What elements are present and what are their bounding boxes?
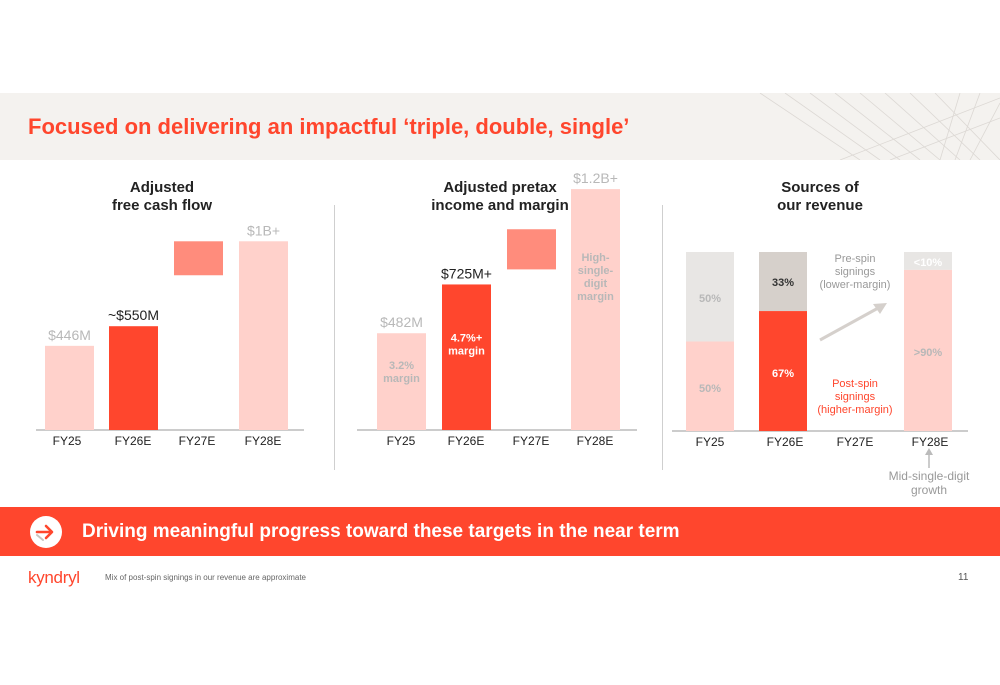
data-label: $482M [380,314,423,330]
panel-divider [662,205,663,470]
growth-arrow-head [873,303,887,314]
bar-inner-label: margin [383,373,420,385]
bar-inner-label: High- [581,252,609,264]
panel-title-line: Adjusted [129,179,195,196]
annotation-growth: growth [911,483,947,497]
x-tick-label: FY26E [448,434,485,448]
annotation-post-spin: (higher-margin) [817,404,892,416]
x-tick-label: FY25 [696,435,725,449]
panel-title-pretax-income: Adjusted pretax income and margin [390,179,610,215]
cta-banner: Driving meaningful progress toward these… [0,507,1000,556]
annotation-pre-spin: (lower-margin) [820,279,891,291]
fy28-arrow-head [925,448,933,455]
annotation-post-spin: Post-spin [832,378,878,390]
panel-title-line: income and margin [431,197,569,214]
x-tick-label: FY25 [53,434,82,448]
data-label: $446M [48,327,91,343]
segment-pre-spin-fy28e [904,252,952,270]
x-tick-label: FY25 [387,434,416,448]
kyndryl-logo: kyndryl [28,568,80,587]
x-tick-label: FY27E [837,435,874,449]
annotation-post-spin: signings [835,391,876,403]
arrow-icon [30,516,62,548]
bar-inner-label: 4.7%+ [451,332,483,344]
segment-pre-spin-fy25 [686,252,734,342]
bar-inner-label: margin [577,291,614,303]
x-tick-label: FY27E [513,434,550,448]
bar-fy27e [174,241,223,276]
panel-divider [334,205,335,470]
bar-fy25 [45,345,94,430]
segment-post-spin-fy28e [904,269,952,431]
bar-fy26e [442,284,491,430]
bar-inner-label: digit [584,278,608,290]
panel-title-revenue-sources: Sources of our revenue [710,179,930,215]
data-label: ~$550M [108,307,159,323]
annotation-pre-spin: signings [835,266,876,278]
data-label: $1B+ [247,222,280,238]
segment-label-top: <10% [914,257,943,269]
decorative-lines-graphic [759,93,1000,160]
annotation-pre-spin: Pre-spin [835,253,876,265]
segment-label-bottom: 67% [772,368,794,380]
segment-post-spin-fy26e [759,311,807,431]
segment-label-bottom: 50% [699,383,721,395]
bar-fy27e [507,229,556,270]
segment-pre-spin-fy26e [759,252,807,312]
bar-inner-label: 3.2% [389,360,414,372]
panel-title-line: Sources of [781,179,859,196]
bar-inner-label: single- [578,265,614,277]
page-title: Focused on delivering an impactful ‘trip… [28,114,630,139]
panel-title-line: Adjusted pretax [443,179,557,196]
bar-inner-label: margin [448,345,485,357]
data-label: $725M+ [441,265,492,281]
x-tick-label: FY26E [115,434,152,448]
segment-label-top: 33% [772,277,794,289]
panel-title-line: our revenue [777,197,863,214]
x-tick-label: FY28E [912,435,949,449]
bar-fy26e [109,326,158,430]
cta-text: Driving meaningful progress toward these… [82,521,680,542]
segment-label-top: 50% [699,293,721,305]
page-number: 11 [958,572,969,583]
x-tick-label: FY26E [767,435,804,449]
segment-label-bottom: >90% [914,347,943,359]
footnote: Mix of post-spin signings in our revenue… [105,573,306,582]
segment-post-spin-fy25 [686,341,734,431]
x-tick-label: FY28E [245,434,282,448]
panel-title-line: free cash flow [111,197,213,214]
x-tick-label: FY28E [577,434,614,448]
bar-fy25 [377,333,426,430]
bar-fy28e [571,189,620,430]
annotation-growth: Mid-single-digit [889,469,970,483]
data-label: $1.2B+ [573,170,618,186]
panel-title-free-cash-flow: Adjusted free cash flow [52,179,272,215]
bar-fy28e [239,241,288,430]
title-band [0,93,1000,160]
x-tick-label: FY27E [179,434,216,448]
growth-arrow-line [819,305,881,342]
